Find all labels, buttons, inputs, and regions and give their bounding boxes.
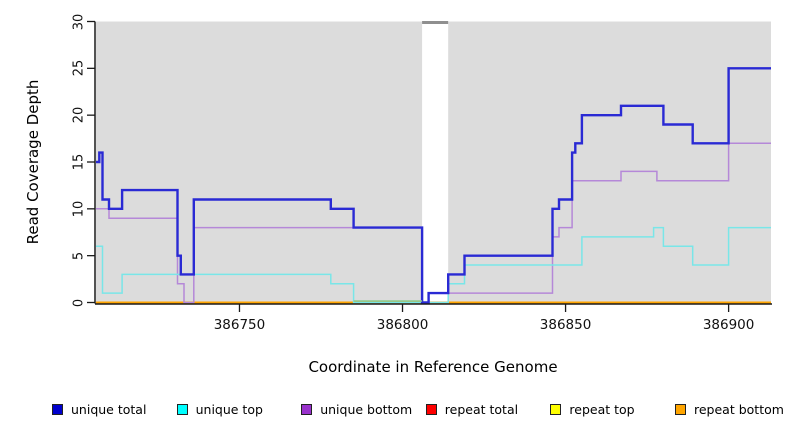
legend-swatch-icon [52, 403, 63, 415]
gap-band [422, 21, 449, 303]
y-tick-label: 10 [71, 200, 87, 218]
legend-item-unique-total: unique total [52, 401, 146, 417]
y-tick-label: 30 [71, 13, 87, 30]
y-tick-label: 20 [71, 106, 87, 124]
legend-swatch-icon [176, 403, 188, 415]
legend-item-repeat-total: repeat total [425, 401, 519, 417]
x-tick-label: 386900 [702, 317, 755, 333]
y-tick-label: 0 [71, 298, 87, 307]
y-axis-title: Read Coverage Depth [24, 79, 42, 245]
series-line-unique-bottom [96, 142, 771, 304]
legend-item-repeat-bottom: repeat bottom [675, 401, 784, 417]
legend-label: repeat top [569, 401, 635, 417]
legend-item-repeat-top: repeat top [550, 401, 635, 417]
legend-swatch-icon [425, 403, 437, 415]
x-tick-label: 386850 [539, 317, 592, 333]
legend-swatch-icon [550, 403, 562, 415]
x-axis-title: Coordinate in Reference Genome [308, 358, 558, 376]
legend-label: unique total [71, 401, 147, 417]
x-tick-label: 386750 [213, 317, 266, 333]
y-tick-label: 15 [71, 153, 87, 171]
legend-label: unique bottom [320, 401, 413, 417]
y-tick-label: 25 [71, 60, 87, 77]
series-line-unique-total [96, 67, 771, 304]
x-tick-label: 386800 [376, 317, 429, 333]
legend-item-unique-top: unique top [176, 401, 263, 417]
legend-swatch-icon [301, 403, 313, 415]
legend-swatch-icon [675, 403, 686, 415]
legend-label: repeat bottom [694, 401, 784, 417]
y-tick-label: 5 [71, 251, 87, 260]
legend-item-unique-bottom: unique bottom [301, 401, 412, 417]
legend-label: repeat total [444, 401, 519, 417]
legend-label: unique top [195, 401, 263, 417]
